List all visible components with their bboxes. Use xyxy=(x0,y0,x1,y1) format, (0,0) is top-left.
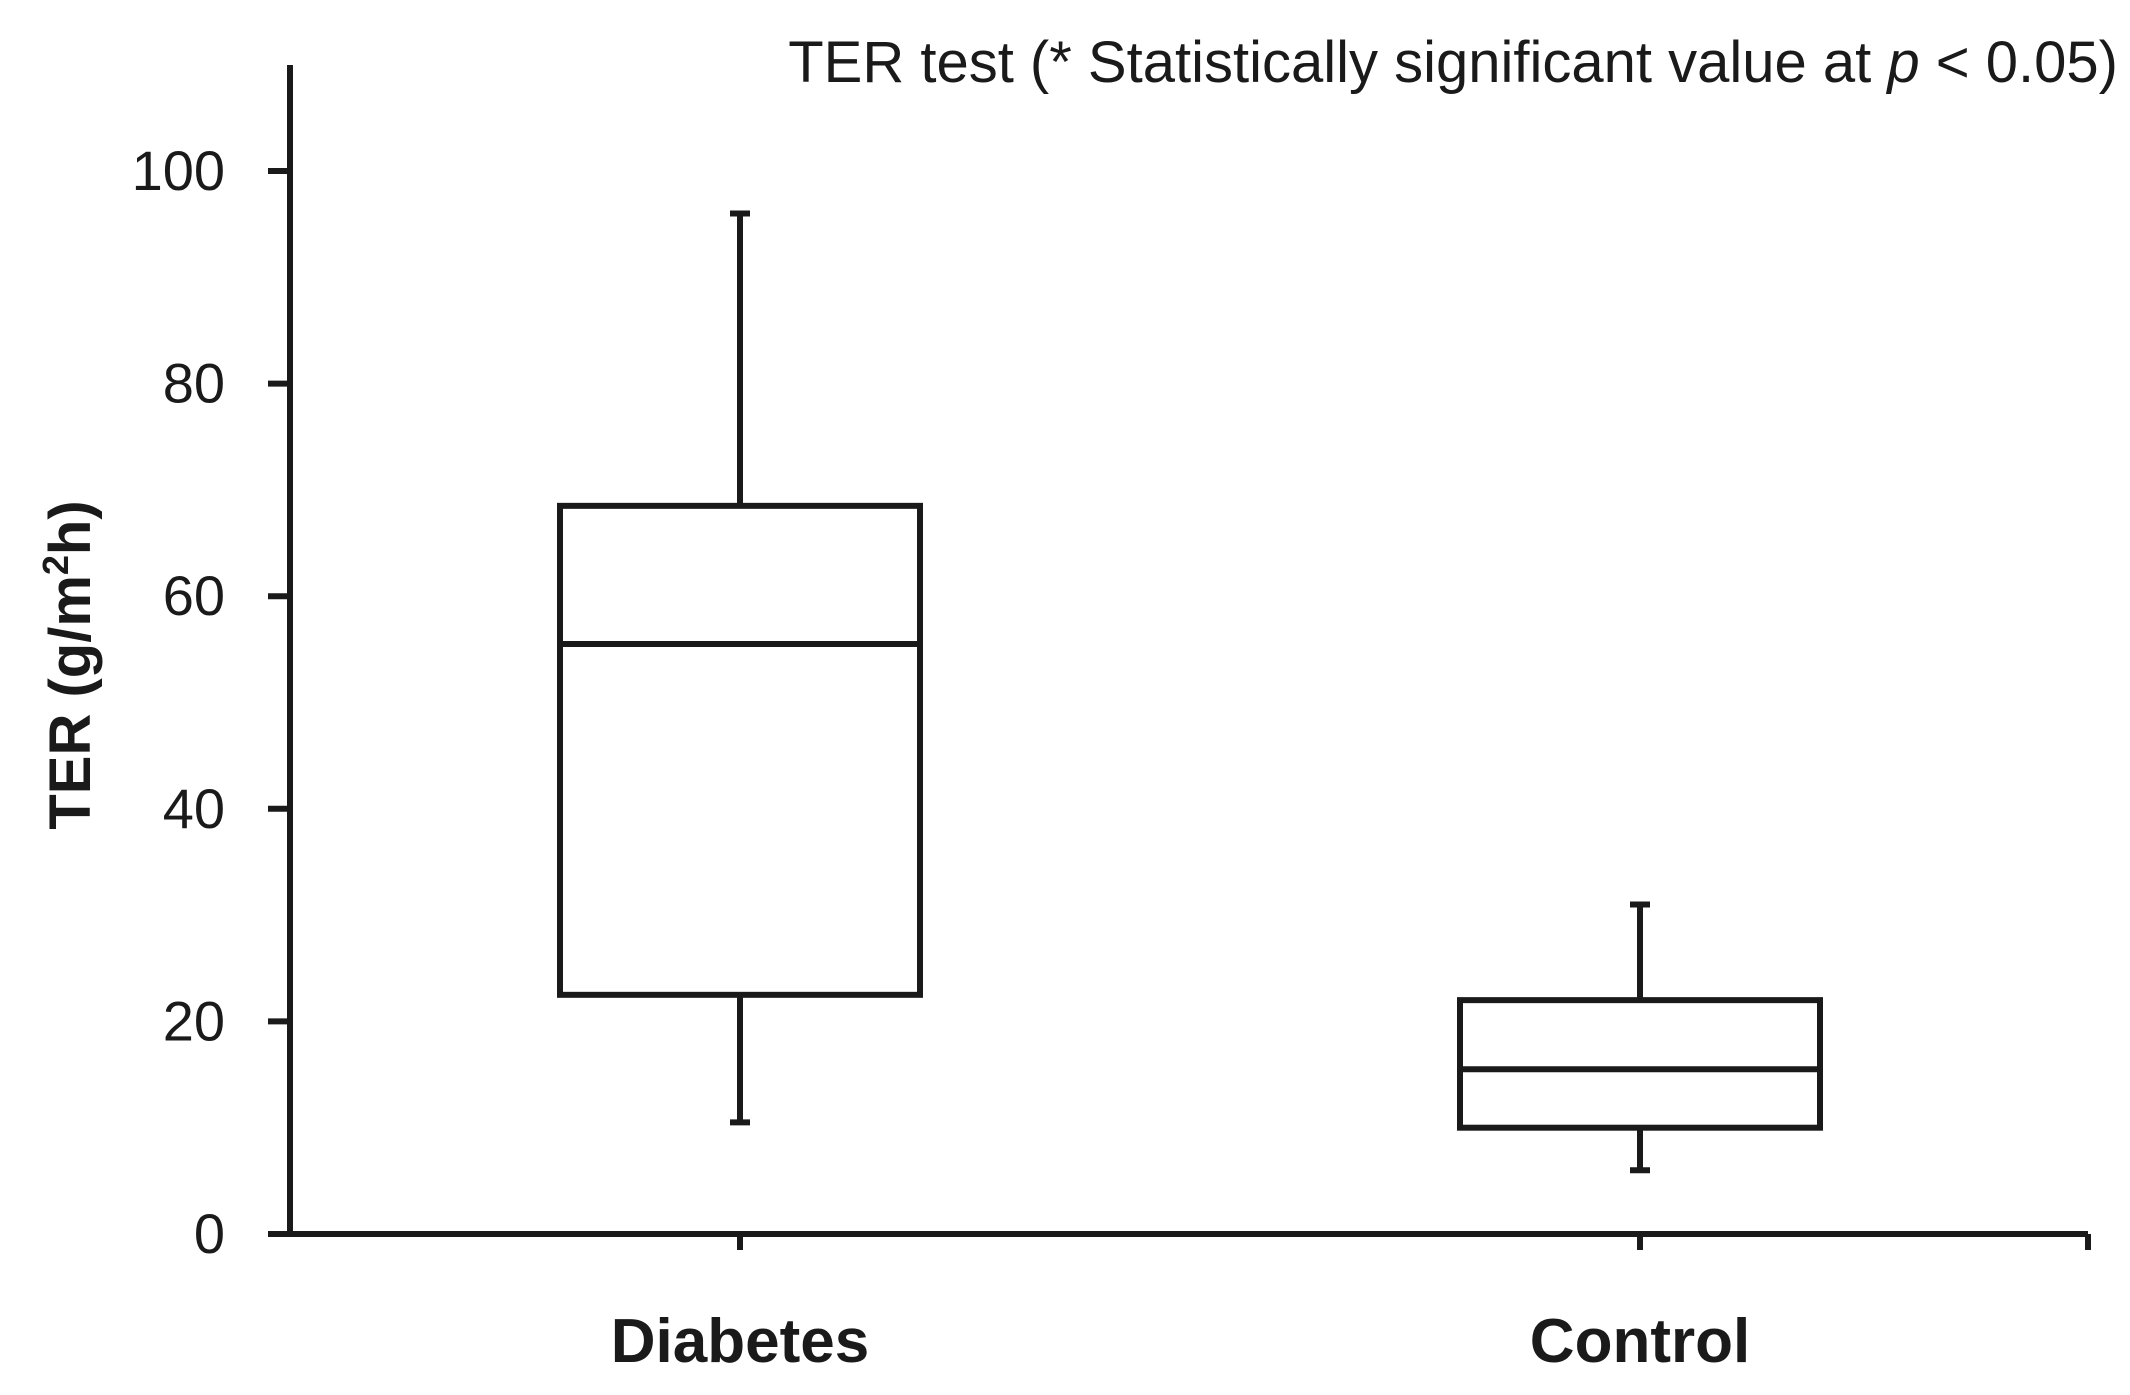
y-axis-title-sup: 2 xyxy=(35,555,76,575)
chart-title-suffix: < 0.05) xyxy=(1920,30,2118,95)
y-tick-label: 80 xyxy=(163,352,225,415)
chart-title-italic: p xyxy=(1885,30,1919,95)
box-diabetes xyxy=(557,210,923,1126)
iqr-box xyxy=(557,502,923,998)
y-tick-label: 60 xyxy=(163,564,225,627)
y-axis-title: TER (g/m2h) xyxy=(35,500,103,829)
chart-title-prefix: TER test (* Statistically significant va… xyxy=(788,30,1887,95)
iqr-box xyxy=(1457,997,1823,1131)
y-tick-label: 0 xyxy=(194,1202,225,1265)
x-category-label: Control xyxy=(1530,1307,1750,1376)
x-ticks: Diabetes Control xyxy=(611,1234,2091,1376)
box-control xyxy=(1457,901,1823,1174)
y-tick-label: 100 xyxy=(132,139,225,202)
y-axis-title-main: TER (g/m xyxy=(38,575,103,830)
y-ticks: 0 20 40 60 80 100 xyxy=(132,139,290,1265)
y-tick-label: 40 xyxy=(163,777,225,840)
x-category-label: Diabetes xyxy=(611,1307,869,1376)
y-tick-label: 20 xyxy=(163,989,225,1052)
y-axis-title-end: h) xyxy=(38,500,103,555)
boxes xyxy=(557,210,1823,1174)
chart-title: TER test (* Statistically significant va… xyxy=(788,30,2118,95)
